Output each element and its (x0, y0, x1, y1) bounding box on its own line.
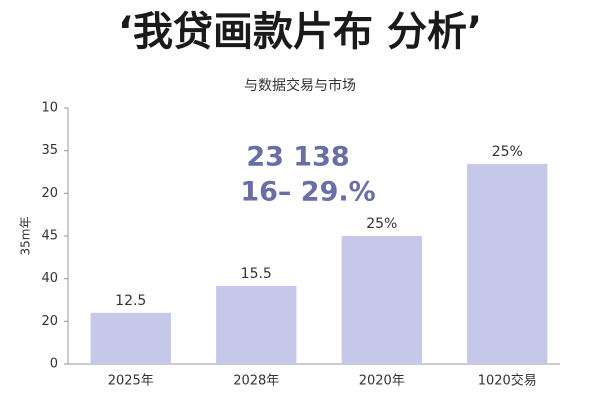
y-tick-label: 35 (41, 143, 58, 158)
y-tick-label: 10 (41, 101, 58, 116)
y-tick-label: 40 (41, 271, 58, 286)
y-tick-label: 0 (50, 357, 58, 372)
annotation: 23 138 (246, 142, 349, 173)
chart-title: ‘我贷画款片布 分析’ (118, 9, 482, 55)
x-tick-label: 2020年 (359, 374, 405, 389)
bar (90, 312, 171, 364)
y-tick-label: 45 (41, 229, 58, 244)
y-tick-label: 20 (41, 186, 58, 201)
y-axis-label: 35m年 (19, 217, 33, 256)
data-label: 25% (492, 144, 523, 160)
x-tick-label: 2028年 (233, 374, 279, 389)
bar (341, 236, 422, 364)
bar (467, 163, 548, 364)
annotation: 16– 29.% (240, 177, 375, 208)
data-label: 12.5 (115, 293, 146, 309)
data-label: 15.5 (241, 266, 272, 282)
x-tick-label: 2025年 (108, 374, 154, 389)
data-label: 25% (366, 216, 397, 232)
y-tick-label: 20 (41, 314, 58, 329)
chart-subtitle: 与数据交易与市场 (244, 77, 356, 94)
bar (216, 285, 297, 364)
x-tick-label: 1020交易 (478, 373, 537, 389)
